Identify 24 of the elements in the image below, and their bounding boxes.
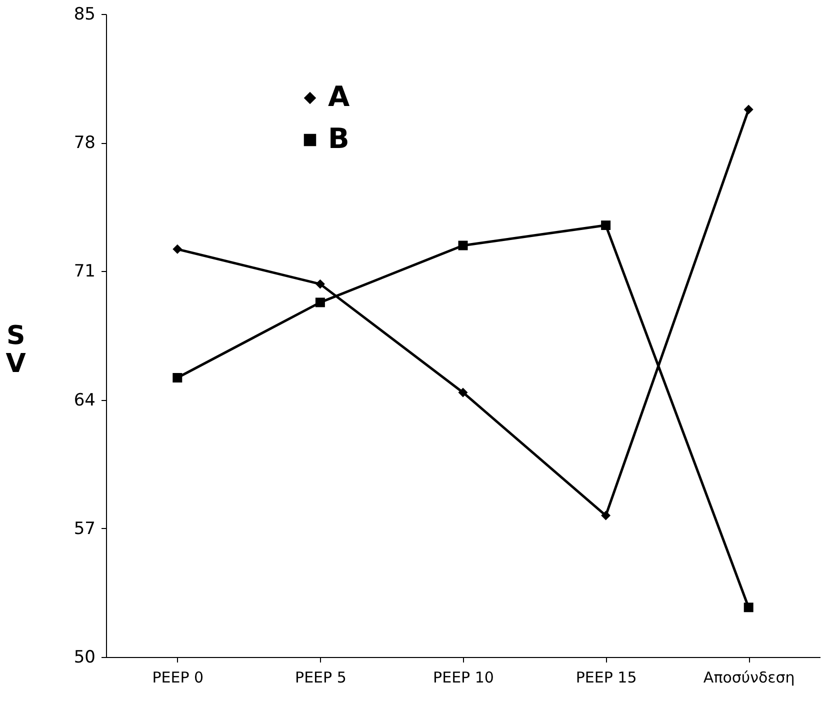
point [315,298,325,308]
point [172,373,182,382]
point [458,388,468,398]
y-axis-title: S V [6,321,26,379]
y-tick-label: 64 [74,390,96,410]
legend-label: A [328,80,350,113]
point [601,510,611,520]
x-tick-label: PEEP 5 [295,668,346,686]
point [315,279,325,289]
x-tick-label: PEEP 10 [433,668,494,686]
point [458,240,468,250]
legend-label: B [328,122,350,155]
point [601,220,611,230]
y-tick-label: 71 [74,262,96,282]
point [172,244,182,254]
y-tick-label: 57 [74,518,96,539]
point [744,104,754,114]
point [744,602,754,612]
y-tick-label: 78 [74,133,96,154]
y-tick-label: 50 [74,648,96,668]
x-tick-label: PEEP 0 [152,668,204,686]
x-tick-label: PEEP 15 [576,668,637,686]
y-tick-label: 85 [74,4,96,24]
x-tick-label: Αποσύνδεση [703,668,795,686]
